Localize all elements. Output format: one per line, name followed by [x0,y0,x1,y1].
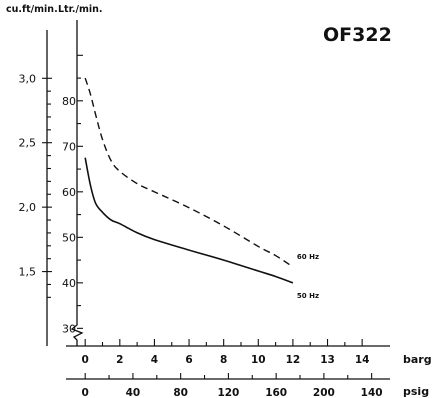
y-left-unit-label: cu.ft/min. [6,4,58,15]
cuft-tick-label: 3,0 [19,72,37,85]
psig-tick-label: 120 [217,387,239,398]
psig-tick-label: 200 [313,387,335,398]
psig-tick-label: 160 [265,387,287,398]
x-axis-unit-barg: barg [403,353,432,366]
psig-tick-label: 0 [82,387,89,398]
barg-tick-label: 6 [185,354,192,366]
axes-group [46,20,390,380]
barg-tick-label: 13 [320,354,335,366]
barg-tick-label: 8 [220,354,227,366]
series-group: 60 Hz 50 Hz [84,77,319,300]
ltr-tick-label: 80 [62,95,76,108]
psig-tick-label: 140 [361,387,383,398]
series-60-hz-label: 60 Hz [297,253,319,261]
ltr-tick-label: 40 [62,277,76,290]
series-60-hz-line [84,77,294,268]
psig-tick-label: 40 [126,387,141,398]
chart-title: OF322 [323,24,392,46]
barg-tick-label: 14 [355,354,370,366]
series-50-hz-line [84,157,294,284]
barg-tick-label: 4 [151,354,158,366]
y-right-unit-label: Ltr./min. [58,4,103,15]
ltr-tick-label: 30 [62,322,76,335]
barg-tick-label: 2 [116,354,123,366]
ltr-tick-label: 70 [62,140,76,153]
series-50-hz-label: 50 Hz [297,292,319,300]
barg-tick-label: 10 [251,354,266,366]
cuft-tick-label: 2,5 [19,137,37,150]
ltr-axis-line [70,20,84,346]
ltr-tick-label: 60 [62,186,76,199]
x-axis-unit-psig: psig [403,385,429,398]
ltr-tick-label: 50 [62,231,76,244]
cuft-tick-label: 1,5 [19,266,37,279]
cuft-tick-label: 2,0 [19,201,37,214]
barg-tick-label: 12 [286,354,301,366]
barg-tick-label: 0 [82,354,89,366]
psig-tick-label: 80 [173,387,188,398]
